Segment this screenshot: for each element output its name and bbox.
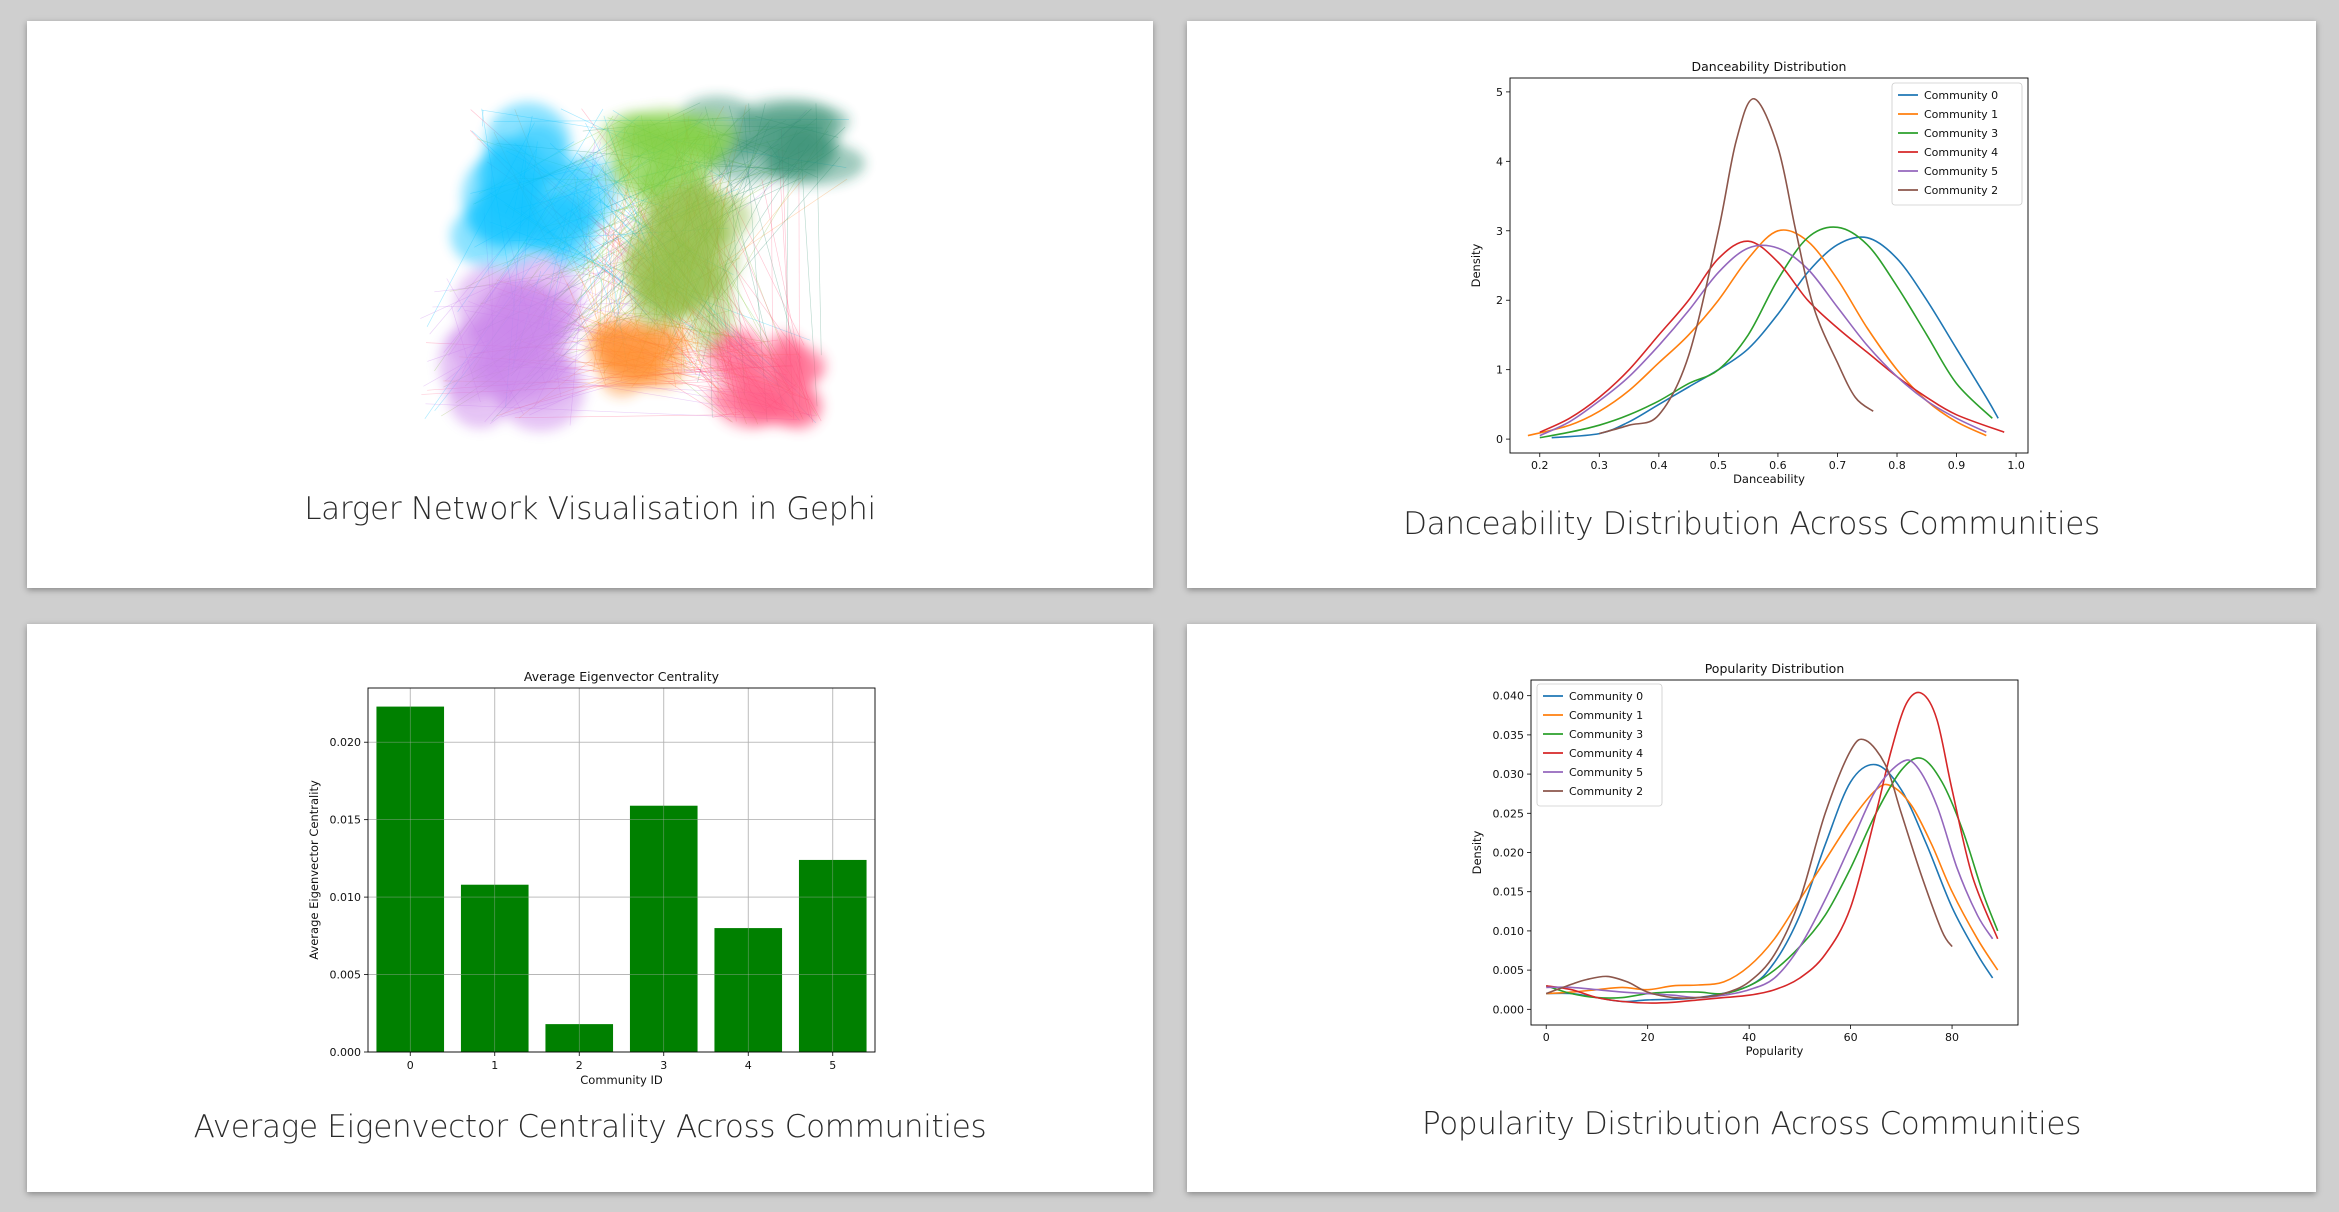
- danceability-chart: Danceability Distribution 0.2 0.3 0.4 0.5 0.6…: [1469, 59, 2029, 486]
- x-axis-label: Danceability: [1733, 472, 1805, 486]
- x-tick-label: 4: [745, 1059, 752, 1072]
- y-tick-label: 5: [1496, 86, 1503, 99]
- y-tick-label: 3: [1496, 225, 1503, 238]
- popularity-chart: Popularity Distribution 0 20 40 60 80 0.000 0.0…: [1470, 661, 2019, 1058]
- series-line: [1546, 691, 1999, 1004]
- legend-label: Community 4: [1569, 747, 1643, 760]
- y-tick-label: 2: [1496, 294, 1503, 307]
- legend-box: [1536, 683, 1663, 807]
- legend-label: Community 2: [1569, 785, 1643, 798]
- x-tick-label: 80: [1945, 1031, 1959, 1044]
- legend-label: Community 0: [1569, 690, 1643, 703]
- x-tick-label: 0.4: [1650, 459, 1668, 472]
- legend-label: Community 1: [1569, 709, 1643, 722]
- series-line: [1545, 757, 1999, 999]
- legend-label: Community 1: [1924, 108, 1998, 121]
- legend-label: Community 5: [1924, 165, 1998, 178]
- series-line: [1546, 759, 1994, 999]
- legend-label: Community 2: [1924, 184, 1998, 197]
- legend-box: [1891, 82, 2023, 206]
- slide-network-visualisation: Larger Network Visualisation in Gephi: [27, 21, 1153, 588]
- x-tick-label: 5: [829, 1059, 836, 1072]
- series-line: [1599, 98, 1874, 435]
- slide-caption: Average Eigenvector Centrality Across Co…: [193, 1109, 987, 1145]
- plot-frame: [1530, 679, 2019, 1026]
- legend-label: Community 0: [1924, 89, 1998, 102]
- y-tick-label: 0.000: [1493, 1003, 1525, 1016]
- plot-frame: [367, 687, 876, 1053]
- y-tick-label: 0.015: [330, 814, 362, 827]
- slide-caption: Danceability Distribution Across Communi…: [1403, 506, 2100, 542]
- y-tick-label: 0.020: [330, 736, 362, 749]
- legend-label: Community 3: [1924, 127, 1998, 140]
- y-tick-label: 0.035: [1493, 729, 1525, 742]
- x-tick-label: 0: [1543, 1031, 1550, 1044]
- series-line: [1527, 229, 1987, 437]
- series-line: [1539, 226, 1993, 439]
- x-axis-label: Popularity: [1746, 1044, 1804, 1058]
- x-axis-label: Community ID: [580, 1073, 663, 1087]
- x-tick-label: 0.9: [1948, 459, 1966, 472]
- plot-frame: [1509, 77, 2029, 454]
- chart-title: Danceability Distribution: [1692, 59, 1847, 74]
- series-line: [1545, 738, 1953, 999]
- x-tick-label: 0.7: [1829, 459, 1847, 472]
- chart-title: Popularity Distribution: [1705, 661, 1845, 676]
- slide-popularity: Popularity Distribution 0 20 40 60 80 0.000 0.0…: [1187, 624, 2316, 1192]
- series-line: [1551, 236, 1999, 439]
- y-tick-label: 0.000: [330, 1046, 362, 1059]
- x-tick-label: 0.2: [1531, 459, 1549, 472]
- x-tick-label: 0.5: [1710, 459, 1728, 472]
- x-tick-label: 0.6: [1769, 459, 1787, 472]
- x-tick-label: 2: [576, 1059, 583, 1072]
- y-axis-label: Average Eigenvector Centrality: [307, 780, 321, 960]
- slide-caption: Larger Network Visualisation in Gephi: [304, 491, 876, 527]
- y-tick-label: 0.030: [1493, 768, 1525, 781]
- chart-title: Average Eigenvector Centrality: [524, 669, 720, 684]
- x-tick-label: 20: [1641, 1031, 1655, 1044]
- y-tick-label: 0.010: [330, 891, 362, 904]
- x-tick-label: 1: [491, 1059, 498, 1072]
- series-line: [1539, 244, 1987, 437]
- x-tick-label: 60: [1844, 1031, 1858, 1044]
- x-tick-label: 0.8: [1888, 459, 1906, 472]
- y-axis-label: Density: [1470, 830, 1484, 874]
- series-line: [1546, 783, 1999, 995]
- y-tick-label: 0.005: [1493, 964, 1525, 977]
- slide-danceability: Danceability Distribution 0.2 0.3 0.4 0.5 0.6…: [1187, 21, 2316, 588]
- y-tick-label: 0: [1496, 433, 1503, 446]
- slide-caption: Popularity Distribution Across Communiti…: [1421, 1106, 2082, 1142]
- x-tick-label: 0: [407, 1059, 414, 1072]
- legend-label: Community 5: [1569, 766, 1643, 779]
- legend-label: Community 3: [1569, 728, 1643, 741]
- eigenvector-centrality-chart: Average Eigenvector Centrality 0 1 2 3 4 5 0.00…: [307, 669, 876, 1087]
- y-tick-label: 0.010: [1493, 925, 1525, 938]
- y-axis-label: Density: [1469, 243, 1483, 287]
- x-tick-label: 0.3: [1591, 459, 1609, 472]
- x-tick-label: 40: [1742, 1031, 1756, 1044]
- legend-label: Community 4: [1924, 146, 1998, 159]
- series-line: [1539, 240, 2005, 433]
- y-tick-label: 0.005: [330, 969, 362, 982]
- slide-eigenvector-centrality: Average Eigenvector Centrality 0 1 2 3 4 5 0.00…: [27, 624, 1153, 1192]
- y-tick-label: 0.015: [1493, 886, 1525, 899]
- y-tick-label: 0.040: [1493, 690, 1525, 703]
- y-tick-label: 0.020: [1493, 847, 1525, 860]
- y-tick-label: 1: [1496, 364, 1503, 377]
- network-graph-image: [420, 96, 865, 432]
- x-tick-label: 1.0: [2007, 459, 2025, 472]
- y-tick-label: 0.025: [1493, 807, 1525, 820]
- y-tick-label: 4: [1496, 155, 1503, 168]
- x-tick-label: 3: [660, 1059, 667, 1072]
